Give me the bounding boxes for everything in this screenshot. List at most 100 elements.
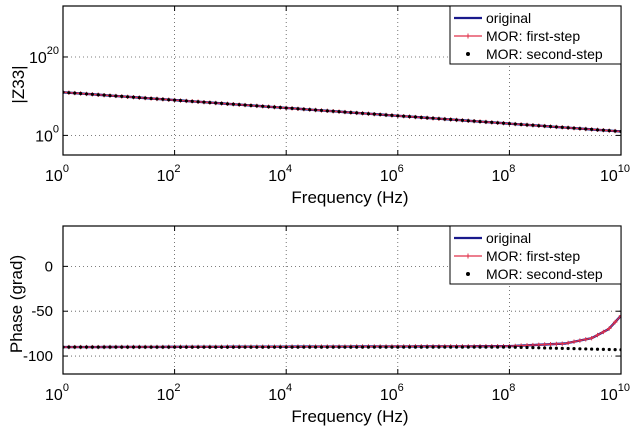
data-point xyxy=(184,99,188,103)
data-point xyxy=(496,345,500,349)
data-point xyxy=(584,347,588,351)
x-tick-label: 108 xyxy=(491,382,515,404)
data-point xyxy=(161,345,165,349)
data-point xyxy=(284,106,288,110)
data-point xyxy=(290,106,294,110)
x-axis-label: Frequency (Hz) xyxy=(291,188,408,207)
y-tick-label: 0 xyxy=(45,258,53,275)
data-point xyxy=(490,120,494,124)
data-point xyxy=(466,345,470,349)
data-point xyxy=(90,92,94,96)
data-point xyxy=(266,105,271,109)
data-point xyxy=(443,117,447,121)
data-point xyxy=(266,345,271,349)
data-point xyxy=(202,345,206,349)
legend-box xyxy=(449,5,622,65)
data-point xyxy=(143,345,147,349)
data-point xyxy=(149,345,153,349)
data-point xyxy=(331,109,335,113)
data-point xyxy=(402,114,406,118)
data-point xyxy=(537,346,541,350)
data-point xyxy=(431,345,435,349)
legend-label: original xyxy=(486,230,531,246)
data-point xyxy=(114,345,118,349)
data-point xyxy=(537,124,541,128)
x-tick-label: 1010 xyxy=(600,382,630,404)
chart-2: 100 102 104 106 108 1010 0 -50 -100 Frequency (Hz… xyxy=(7,225,630,426)
data-point xyxy=(102,93,106,97)
data-point xyxy=(155,345,159,349)
data-point xyxy=(607,347,611,352)
data-marker xyxy=(560,341,565,346)
data-marker xyxy=(595,332,600,338)
data-point xyxy=(578,126,582,131)
data-point xyxy=(443,345,447,349)
data-point xyxy=(425,116,429,120)
data-point xyxy=(231,345,235,349)
data-point xyxy=(73,345,77,349)
data-point xyxy=(407,115,412,119)
data-point xyxy=(366,345,371,349)
data-point xyxy=(79,91,83,96)
data-point xyxy=(108,345,112,349)
legend-box xyxy=(449,225,622,285)
legend-marker xyxy=(465,253,471,259)
data-marker xyxy=(554,341,559,347)
data-marker xyxy=(548,342,553,347)
data-point xyxy=(601,128,605,132)
data-point xyxy=(178,98,183,103)
data-point xyxy=(190,99,194,103)
legend-marker xyxy=(466,272,470,276)
data-point xyxy=(284,345,288,349)
data-point xyxy=(96,93,100,97)
data-point xyxy=(126,95,130,99)
data-point xyxy=(548,346,553,350)
data-point xyxy=(460,118,465,122)
data-point xyxy=(355,345,359,349)
y-tick-label: -50 xyxy=(31,303,53,320)
y-axis-label: |Z33| xyxy=(9,65,28,103)
data-point xyxy=(190,345,194,349)
data-point xyxy=(431,116,435,120)
legend-label: original xyxy=(486,10,531,26)
data-point xyxy=(272,345,277,349)
data-point xyxy=(378,112,382,117)
x-tick-label: 102 xyxy=(157,382,181,404)
data-point xyxy=(472,345,476,349)
y-tick-label: -100 xyxy=(23,348,53,365)
data-point xyxy=(478,345,482,349)
data-point xyxy=(531,123,535,127)
data-point xyxy=(478,119,482,124)
data-point xyxy=(543,124,547,128)
data-point xyxy=(126,345,130,349)
data-point xyxy=(484,345,488,349)
x-tick-label: 108 xyxy=(491,163,515,185)
x-tick-label: 100 xyxy=(45,163,69,185)
data-point xyxy=(196,345,200,349)
data-point xyxy=(278,345,282,349)
data-point xyxy=(79,345,83,349)
data-point xyxy=(261,345,265,349)
data-point xyxy=(325,109,329,113)
x-tick-label: 100 xyxy=(45,382,69,404)
axes-frame xyxy=(62,225,622,375)
data-point xyxy=(513,122,517,126)
data-point xyxy=(519,345,523,349)
data-point xyxy=(219,101,224,106)
data-point xyxy=(384,113,388,117)
x-tick-label: 1010 xyxy=(600,163,630,185)
data-marker xyxy=(577,338,583,343)
data-point xyxy=(114,94,118,98)
chart-1: 100 102 104 106 108 1010 100 1020 Frequency (Hz)… xyxy=(9,5,630,207)
data-point xyxy=(490,345,494,349)
data-point xyxy=(366,112,371,116)
data-point xyxy=(131,95,136,99)
data-point xyxy=(472,119,476,123)
data-point xyxy=(454,118,459,122)
data-point xyxy=(360,111,365,115)
data-point xyxy=(208,345,212,349)
data-point xyxy=(173,98,177,102)
x-tick-label: 102 xyxy=(157,163,181,185)
data-point xyxy=(73,91,77,95)
data-point xyxy=(219,345,224,349)
